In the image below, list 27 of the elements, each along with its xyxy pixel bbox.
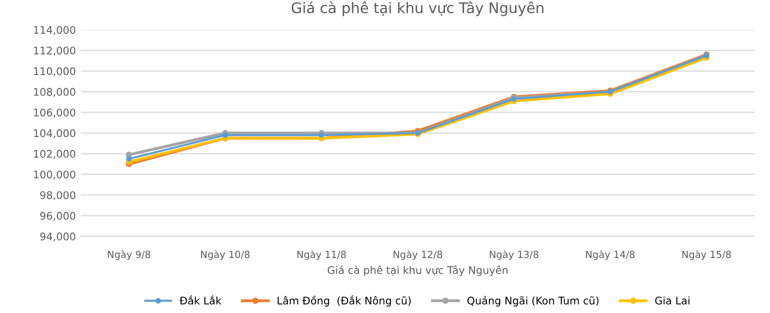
point [126,156,132,162]
legend-label: Lâm Đồng (Đắk Nông cũ) [278,295,411,307]
x-tick-label: Ngày 12/8 [394,250,442,260]
x-tick-label: Ngày 15/8 [682,250,731,260]
legend-label: Quảng Ngãi (Kon Tum cũ) [467,296,598,307]
y-tick-label: 96,000 [40,212,76,221]
y-tick-label: 104,000 [34,129,76,138]
legend-label: Đắk Lắk [180,295,222,305]
y-tick-label: 108,000 [34,88,76,97]
y-tick-label: 98,000 [40,191,76,200]
y-tick-label: 100,000 [34,170,76,180]
legend-label: Gia Lai [655,296,690,305]
x-axis-title: Giá cà phê tại khu vực Tây Nguyên [328,266,508,276]
x-tick-label: Ngày 13/8 [490,250,538,260]
y-tick-label: 112,000 [34,46,76,56]
y-tick-label: 102,000 [34,150,76,159]
chart-title: Giá cà phê tại khu vực Tây Nguyên [292,1,544,16]
y-tick-label: 110,000 [34,67,76,76]
y-tick-label: 106,000 [34,108,76,118]
y-tick-label: 114,000 [34,26,76,35]
x-tick-label: Ngày 9/8 [108,250,150,260]
point [222,132,228,138]
y-tick-label: 94,000 [40,232,76,242]
x-tick-label: Ngày 11/8 [297,250,346,260]
x-tick-label: Ngày 10/8 [201,250,250,260]
point [318,132,324,138]
x-tick-label: Ngày 14/8 [586,250,635,260]
